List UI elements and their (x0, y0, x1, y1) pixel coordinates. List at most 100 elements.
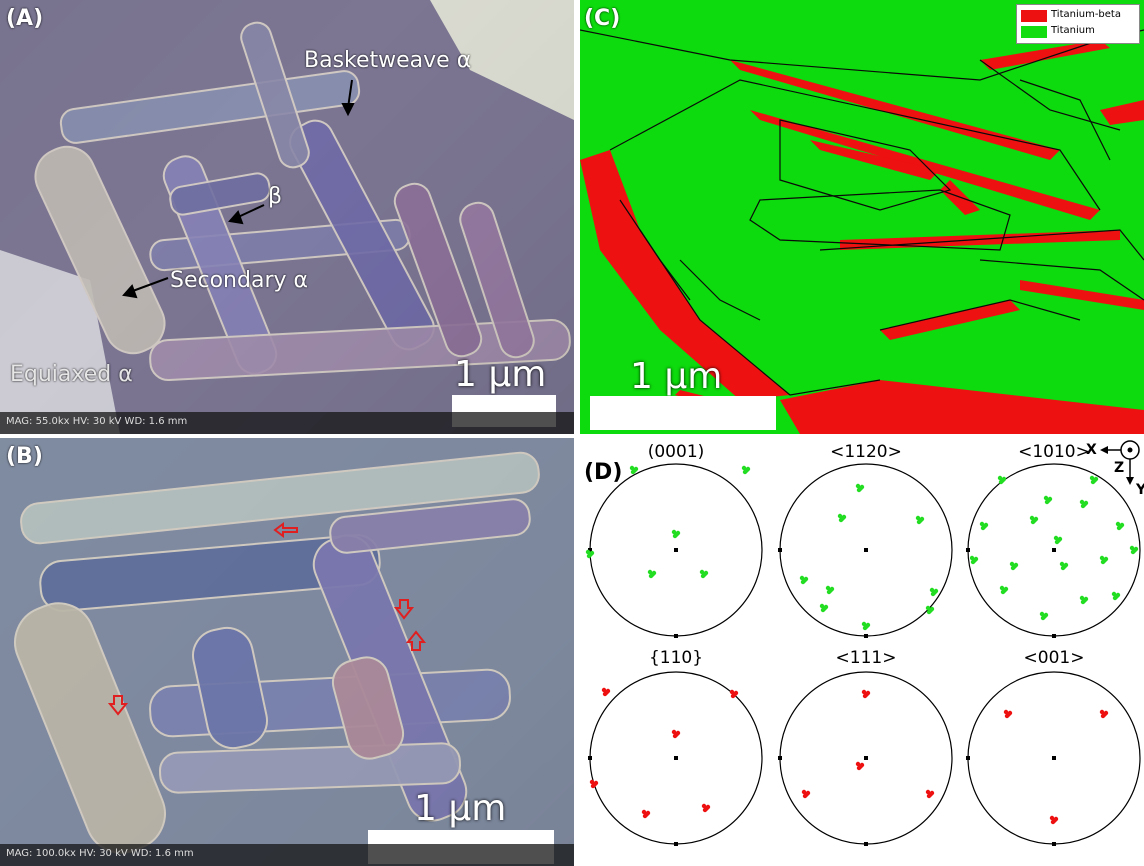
panel-a-databar-text: MAG: 55.0kx HV: 30 kV WD: 1.6 mm (6, 416, 188, 427)
pole-figure-reference-dot (1052, 634, 1056, 638)
pole-figure-reference-dot (1052, 548, 1056, 552)
pole-figure-point (802, 577, 808, 583)
pole-figure-point (1118, 523, 1124, 529)
pole-figure-reference-dot (864, 842, 868, 846)
panel-c-scale-bar (590, 396, 776, 430)
pole-figure-point (588, 551, 594, 557)
pf-title-1120: <1120> (830, 442, 902, 462)
pf-title-1010: <1010> (1018, 442, 1090, 462)
pole-figure-point (1082, 501, 1088, 507)
pole-figure-point (828, 587, 834, 593)
grain-boundaries (580, 29, 1144, 396)
pole-figure-point (1092, 477, 1098, 483)
axis-label-x: X (1086, 442, 1097, 458)
phase-legend: Titanium-beta Titanium (1016, 4, 1140, 44)
pole-figure-plots (585, 440, 1141, 846)
pole-figure-reference-dot (778, 548, 782, 552)
pole-figure-point (1102, 557, 1108, 563)
pole-figure-reference-dot (588, 756, 592, 760)
legend-swatch-alpha (1021, 26, 1047, 38)
pole-figure-reference-dot (674, 634, 678, 638)
legend-label-beta: Titanium-beta (1051, 9, 1121, 20)
pf-title-110: {110} (648, 648, 704, 668)
pole-figure-point (1082, 597, 1088, 603)
pole-figure-point (674, 731, 680, 737)
pole-figure-points (585, 465, 1139, 825)
panel-b-arrows (107, 522, 427, 716)
pole-figure-point (732, 691, 738, 697)
pole-figure-point (972, 557, 978, 563)
panel-a-sem-image: (A) Basketweave α β Secondary α Equiaxed… (0, 0, 574, 434)
pole-figure-point (858, 763, 864, 769)
pole-figure-point (1132, 547, 1138, 553)
panel-a-label: (A) (6, 6, 44, 31)
pole-figure-reference-dot (864, 548, 868, 552)
pole-figure-point (632, 467, 638, 473)
secondary-alpha-annotation: Secondary α (170, 268, 309, 293)
pole-figure-point (822, 605, 828, 611)
axis-triad (1100, 440, 1140, 485)
pole-figure-point (864, 623, 870, 629)
pf-title-001: <001> (1023, 648, 1085, 668)
axis-label-z: Z (1114, 460, 1125, 476)
pole-figure-point (1114, 593, 1120, 599)
pole-figure-point (932, 589, 938, 595)
panel-a-microstructure (0, 0, 574, 434)
pole-figure-point (702, 571, 708, 577)
pole-figure-point (1006, 711, 1012, 717)
equiaxed-alpha-annotation: Equiaxed α (10, 362, 133, 387)
pole-figure-reference-dot (966, 548, 970, 552)
pole-figure-reference-dot (1052, 842, 1056, 846)
panel-c-phase-grains (580, 29, 1144, 434)
pole-figure-point (804, 791, 810, 797)
legend-swatch-beta (1021, 10, 1047, 22)
pole-figure-reference-dot (864, 756, 868, 760)
pole-figure-point (1002, 587, 1008, 593)
panel-b-sem-image: (B) 1 μm MAG: 100.0kx HV: 30 kV WD: 1.6 … (0, 438, 574, 866)
pole-figure-point (1000, 477, 1006, 483)
pole-figure-reference-dot (674, 548, 678, 552)
pole-figure-reference-dot (966, 756, 970, 760)
panel-a-arrows (122, 79, 355, 299)
pole-figure-point (1052, 817, 1058, 823)
pole-figure-point (1046, 497, 1052, 503)
pole-figure-point (592, 781, 598, 787)
pole-figure-point (928, 791, 934, 797)
pole-figure-point (1032, 517, 1038, 523)
pf-title-111: <111> (835, 648, 897, 668)
panel-b-scale-label: 1 μm (414, 788, 507, 829)
pole-figure-point (674, 531, 680, 537)
panel-d-pole-figures: (D) (0001) <1120> <1010> {110} <111> <00… (580, 438, 1144, 866)
pole-figure-point (644, 811, 650, 817)
pole-figure-point (1012, 563, 1018, 569)
pole-figure-point (704, 805, 710, 811)
panel-b-microstructure (0, 438, 574, 866)
pole-figure-point (982, 523, 988, 529)
panel-c-phase-map: (C) Titanium-beta Titanium 1 μm (580, 0, 1144, 434)
pole-figure-point (604, 689, 610, 695)
pole-figure-point (928, 607, 934, 613)
pole-figure-point (1062, 563, 1068, 569)
pf-title-0001: (0001) (647, 442, 705, 462)
panel-a-databar: MAG: 55.0kx HV: 30 kV WD: 1.6 mm (0, 412, 574, 434)
pole-figure-reference-dot (674, 756, 678, 760)
panel-b-databar-text: MAG: 100.0kx HV: 30 kV WD: 1.6 mm (6, 848, 194, 859)
pole-figure-reference-dot (674, 842, 678, 846)
pole-figure-point (1042, 613, 1048, 619)
beta-annotation: β (268, 184, 283, 209)
pole-figure-point (840, 515, 846, 521)
axis-label-y: Y (1136, 482, 1144, 498)
pole-figure-point (650, 571, 656, 577)
pole-figure-point (864, 691, 870, 697)
pole-figure-reference-dot (778, 756, 782, 760)
pole-figure-reference-dot (588, 548, 592, 552)
panel-b-label: (B) (6, 444, 43, 469)
pole-figure-point (918, 517, 924, 523)
legend-label-alpha: Titanium (1051, 25, 1095, 36)
pole-figure-point (858, 485, 864, 491)
panel-a-scale-label: 1 μm (454, 354, 547, 395)
panel-c-label: (C) (584, 6, 621, 31)
panel-b-databar: MAG: 100.0kx HV: 30 kV WD: 1.6 mm (0, 844, 574, 866)
pole-figure-reference-dot (1052, 756, 1056, 760)
pole-figure-point (1102, 711, 1108, 717)
